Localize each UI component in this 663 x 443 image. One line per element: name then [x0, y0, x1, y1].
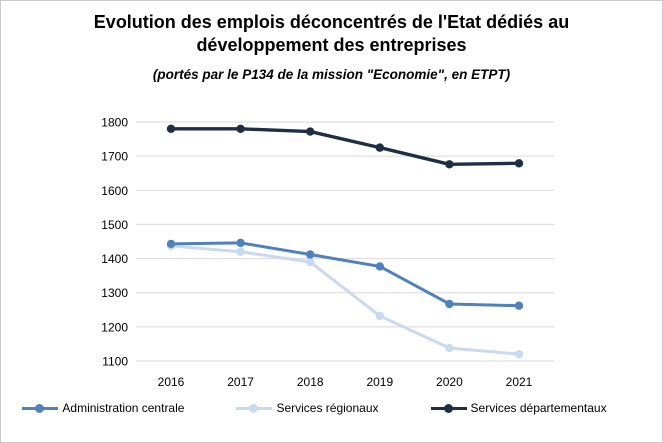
legend-line-marker-icon: [430, 403, 467, 414]
page-title: Evolution des emplois déconcentrés de l'…: [1, 11, 662, 58]
legend-line-marker-icon: [22, 403, 59, 414]
data-point-marker: [514, 301, 524, 310]
data-point-marker: [514, 159, 524, 168]
data-point-marker: [306, 127, 315, 136]
y-axis-tick-label: 1400: [101, 252, 128, 266]
series-line-0: [170, 241, 520, 308]
plot-area: 1100 1200 1300 1400 1500 1600 1700 1800 2016 2017…: [1, 101, 662, 401]
data-point-marker: [375, 262, 384, 271]
data-point-marker: [306, 250, 315, 259]
data-point-marker: [236, 124, 245, 134]
data-point-marker: [445, 160, 454, 169]
data-point-marker: [375, 311, 384, 321]
y-axis-tick-label: 1500: [101, 218, 128, 232]
legend-label: Services départementaux: [470, 401, 607, 415]
y-axis-tick-label: 1200: [101, 320, 128, 334]
legend-item-2: Services départementaux: [430, 401, 607, 415]
series-line-1: [170, 244, 520, 356]
y-axis-tick-label: 1800: [101, 116, 128, 130]
data-point-marker: [236, 238, 245, 248]
x-axis-tick-label: 2021: [506, 375, 533, 389]
legend-item-1: Services régionaux: [236, 401, 379, 415]
legend-line-marker-icon: [236, 403, 273, 414]
x-axis-tick-label: 2016: [158, 375, 185, 389]
legend-label: Administration centrale: [62, 401, 185, 415]
chart-subtitle: (portés par le P134 de la mission "Econo…: [152, 67, 511, 82]
x-axis-tick-label: 2017: [227, 375, 254, 389]
data-point-marker: [236, 247, 245, 256]
data-point-marker: [514, 349, 524, 359]
y-axis-tick-label: 1300: [101, 286, 128, 300]
y-axis-tick-label: 1100: [102, 355, 128, 369]
x-axis-tick-label: 2020: [436, 375, 463, 389]
x-axis-tick-label: 2018: [297, 375, 324, 389]
y-axis-tick-label: 1700: [101, 150, 128, 164]
chart-legend: Administration centrale Services régionau…: [1, 401, 628, 415]
x-axis-tick-label: 2019: [366, 375, 393, 389]
chart-title-text: Evolution des emplois déconcentrés de l'…: [93, 12, 570, 56]
data-point-marker: [166, 124, 176, 134]
data-point-marker: [445, 343, 454, 353]
legend-item-0: Administration centrale: [22, 401, 184, 415]
data-point-marker: [375, 143, 384, 152]
data-point-marker: [166, 239, 176, 249]
data-point-marker: [445, 299, 454, 309]
series-line-2: [171, 127, 520, 167]
data-point-marker: [306, 257, 315, 267]
y-axis-tick-label: 1600: [101, 184, 128, 198]
legend-label: Services régionaux: [276, 401, 379, 415]
line-chart: 1100 1200 1300 1400 1500 1600 1700 1800 2016 2017…: [101, 116, 554, 389]
